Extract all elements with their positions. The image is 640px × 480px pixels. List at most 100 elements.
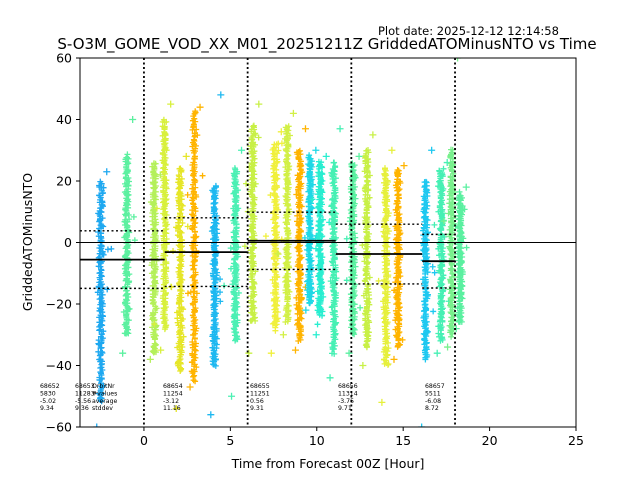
scatter-point [399, 336, 406, 343]
y-tick-label: −20 [46, 297, 72, 312]
scatter-point [350, 259, 357, 266]
scatter-point [104, 246, 111, 253]
track-points [174, 165, 187, 374]
x-tick-label: 15 [395, 433, 411, 448]
outlier-point [186, 383, 194, 391]
scatter-point [147, 199, 154, 206]
outlier-point [378, 398, 386, 406]
scatter-point [170, 247, 177, 254]
orbit-stat-label: #values [92, 390, 117, 397]
scatter-point [312, 245, 319, 252]
scatter-point [350, 269, 357, 276]
orbit-stat-value: 9.36 [75, 405, 89, 412]
series-track-11 [274, 109, 297, 339]
plot-date: Plot date: 2025-12-12 12:14:58 [378, 24, 559, 38]
outlier-point [388, 146, 396, 154]
scatter-point [382, 319, 389, 326]
track-points [435, 165, 448, 344]
scatter-point [284, 254, 291, 261]
orbit-stat-value: -6.08 [425, 398, 441, 405]
outlier-point [245, 349, 253, 357]
y-axis: −60 −40 −20 0 20 40 60 [46, 51, 80, 435]
outlier-point [156, 171, 164, 179]
x-tick-label: 0 [140, 433, 148, 448]
scatter-point [150, 171, 157, 178]
y-tick-label: −40 [46, 358, 72, 373]
outlier-point [267, 349, 275, 357]
outlier-point [322, 152, 330, 160]
scatter-point [314, 321, 321, 328]
scatter-point [173, 224, 180, 231]
outlier-point [336, 125, 344, 133]
track-points [446, 146, 458, 340]
scatter-point [235, 289, 242, 296]
orbit-stat-value: 68656 [338, 383, 358, 390]
chart-title: S-O3M_GOME_VOD_XX_M01_20251211Z GriddedA… [57, 35, 596, 54]
series-track-12 [291, 125, 309, 354]
scatter-point [293, 294, 300, 301]
outlier-point [345, 349, 353, 357]
orbit-stat-value: 8.72 [425, 405, 439, 412]
scatter-point [199, 172, 206, 179]
scatter-point [243, 180, 250, 187]
outlier-point [129, 116, 137, 123]
scatter-point [174, 309, 181, 316]
scatter-point [267, 192, 274, 199]
scatter-point [153, 205, 160, 212]
orbit-stat-value: 68654 [163, 383, 183, 390]
outlier-point [428, 146, 436, 154]
scatter-point [316, 246, 323, 253]
scatter-point [151, 321, 158, 328]
outlier-point [302, 306, 310, 314]
track-points [246, 122, 259, 324]
orbit-stat-value: 9.34 [40, 405, 54, 412]
x-tick-label: 25 [568, 433, 584, 448]
track-points [208, 182, 221, 369]
reference-lines [80, 58, 576, 427]
outlier-point [444, 343, 452, 351]
outlier-point [291, 346, 299, 354]
scatter-point [343, 235, 350, 242]
series-track-22 [440, 58, 464, 351]
outlier-point [443, 159, 451, 167]
scatter-point [359, 242, 366, 249]
orbit-stat-value: -3.75 [338, 398, 354, 405]
track-points [159, 116, 170, 333]
scatter-point [125, 191, 132, 198]
scatter-point [430, 308, 437, 315]
orbit-stat-value: 11314 [338, 390, 358, 397]
scatter-point [381, 189, 388, 196]
scatter-point [309, 196, 316, 203]
orbit-stat-value: -3.12 [163, 398, 179, 405]
track-points [380, 165, 392, 368]
series-track-14 [309, 152, 333, 339]
x-axis-label: Time from Forecast 00Z [Hour] [231, 456, 425, 471]
scatter-point [463, 244, 470, 251]
track-points [94, 178, 107, 405]
y-tick-label: 0 [64, 235, 72, 250]
outlier-point [119, 349, 127, 357]
scatter-point [163, 265, 170, 272]
orbit-stat-value: 5830 [40, 390, 56, 397]
orbit-stat-value: 9.31 [250, 405, 264, 412]
track-points [360, 147, 373, 351]
x-tick-label: 5 [226, 433, 234, 448]
scatter-point [274, 250, 281, 257]
scatter-point [383, 283, 390, 290]
scatter-point [440, 218, 447, 225]
scatter-point [366, 172, 373, 179]
outlier-point [390, 355, 398, 363]
outlier-point [255, 100, 263, 108]
series-track-07 [207, 91, 225, 419]
outlier-point [312, 331, 320, 339]
orbit-stat-value: 5511 [425, 390, 441, 397]
outlier-point [182, 152, 190, 160]
orbit-stat-value: 68657 [425, 383, 445, 390]
scatter-point [446, 226, 453, 233]
outlier-point [418, 423, 426, 427]
y-axis-label: GriddedATOMinusNTO [20, 173, 35, 311]
